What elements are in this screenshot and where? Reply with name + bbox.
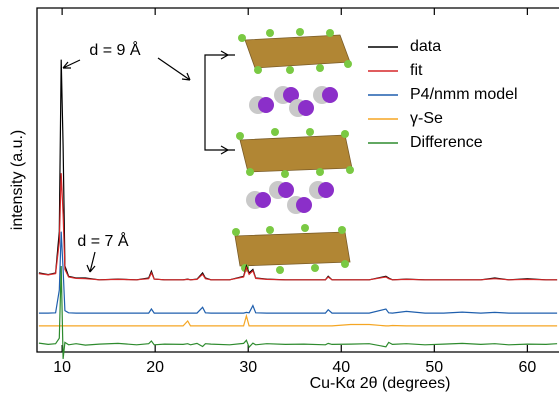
x-tick-label: 30 bbox=[239, 359, 257, 376]
legend-label: γ-Se bbox=[410, 110, 443, 127]
series-line bbox=[38, 313, 558, 327]
x-tick-label: 40 bbox=[332, 359, 350, 376]
legend-label: data bbox=[410, 38, 441, 55]
annotation: d = 9 Å bbox=[89, 40, 140, 59]
x-tick-label: 50 bbox=[425, 359, 443, 376]
y-axis-label: intensity (a.u.) bbox=[9, 130, 26, 230]
legend-label: P4/nmm model bbox=[410, 86, 518, 103]
series-line bbox=[38, 173, 558, 281]
annotation: d = 7 Å bbox=[77, 231, 128, 250]
x-tick-label: 10 bbox=[53, 359, 71, 376]
x-axis-label: Cu-Kα 2θ (degrees) bbox=[310, 375, 451, 392]
crystal-inset bbox=[62, 28, 354, 274]
series-line bbox=[38, 265, 558, 359]
series-line bbox=[38, 231, 558, 314]
legend-label: fit bbox=[410, 62, 423, 79]
x-tick-label: 60 bbox=[518, 359, 536, 376]
axes-frame bbox=[36, 7, 559, 353]
x-tick-label: 20 bbox=[146, 359, 164, 376]
legend-label: Difference bbox=[410, 134, 483, 151]
